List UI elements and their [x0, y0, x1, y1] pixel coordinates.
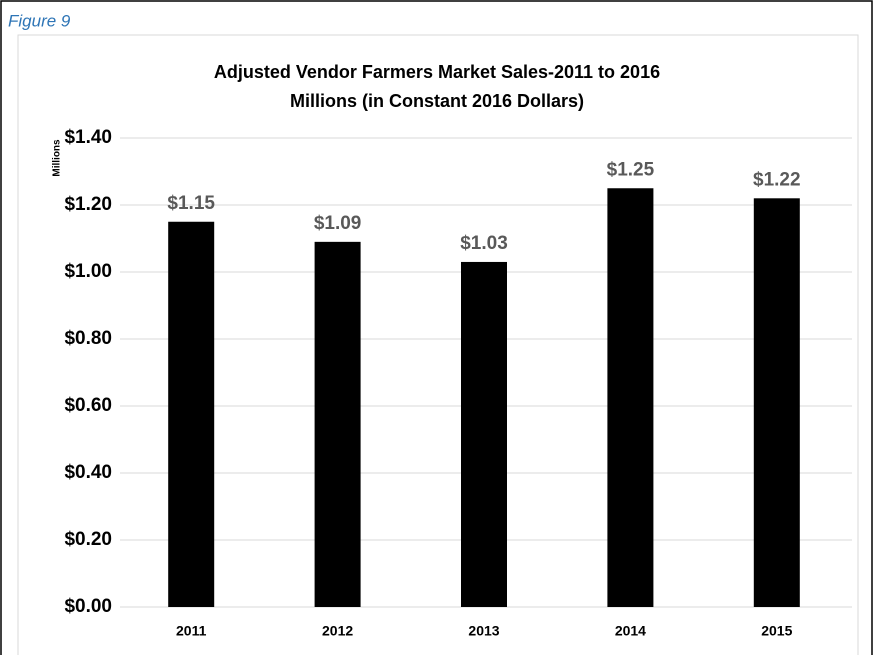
- bar: [607, 188, 654, 607]
- x-tick-label: 2012: [322, 623, 353, 639]
- data-label: $1.22: [753, 169, 801, 190]
- x-tick-label: 2013: [468, 623, 499, 639]
- y-tick-label: $0.80: [64, 328, 112, 349]
- chart-subtitle: Millions (in Constant 2016 Dollars): [290, 91, 584, 111]
- x-tick-label: 2014: [615, 623, 646, 639]
- y-tick-label: $1.00: [64, 261, 112, 282]
- data-label: $1.25: [607, 159, 655, 180]
- bar: [461, 261, 507, 607]
- data-label: $1.09: [314, 213, 362, 234]
- data-label: $1.03: [460, 233, 508, 254]
- y-tick-label: $1.20: [64, 194, 112, 215]
- y-tick-label: $0.00: [64, 596, 112, 617]
- x-tick-label: 2011: [176, 623, 207, 639]
- bar: [314, 241, 361, 607]
- data-label: $1.15: [167, 193, 215, 214]
- chart-title: Adjusted Vendor Farmers Market Sales-201…: [214, 62, 660, 82]
- y-tick-label: $0.40: [64, 462, 112, 483]
- y-axis-title: Millions: [52, 139, 63, 177]
- y-tick-label: $0.60: [64, 395, 112, 416]
- figure-label: Figure 9: [8, 11, 71, 30]
- y-tick-label: $1.40: [64, 127, 112, 148]
- plot: $0.00 $0.20 $0.40 $0.60 $0.80 $1.00 $1.20 $1.40…: [64, 127, 852, 639]
- chart-frame: [17, 34, 859, 655]
- x-tick-label: 2015: [761, 623, 792, 639]
- bar: [753, 198, 800, 608]
- bar: [168, 221, 215, 607]
- y-tick-label: $0.20: [64, 529, 112, 550]
